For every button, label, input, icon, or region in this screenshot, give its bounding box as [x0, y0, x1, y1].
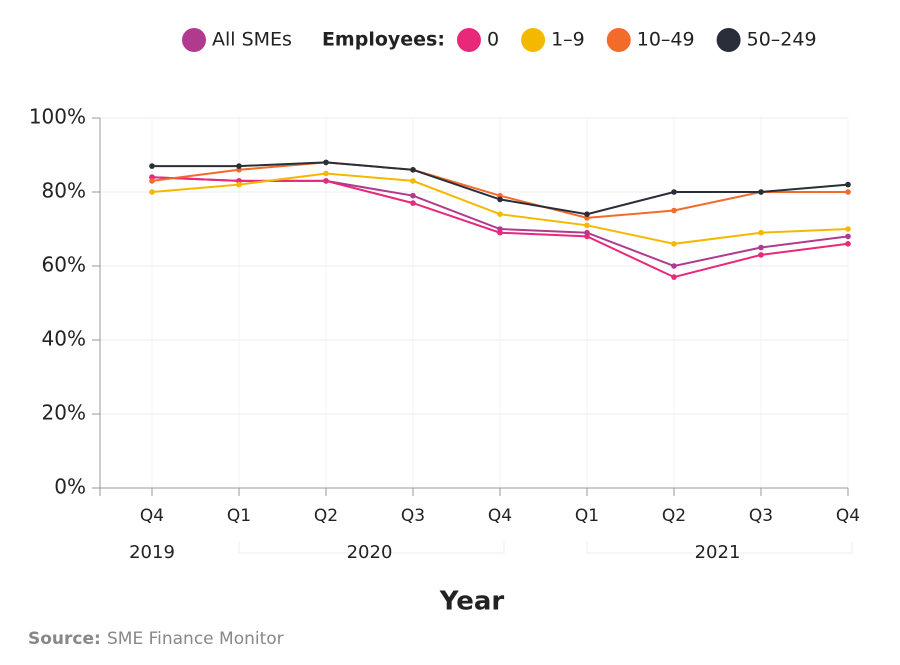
x-group-label: 2020 [347, 542, 393, 563]
source: SME Finance Monitor [107, 629, 284, 649]
point [758, 229, 764, 236]
point [584, 222, 590, 229]
point [410, 192, 416, 199]
point [584, 233, 590, 240]
point [845, 226, 851, 232]
point [323, 170, 329, 177]
legend-label: 10–49 [637, 29, 695, 51]
x-tick-label: Q3 [749, 506, 773, 526]
x-tick-label: Q4 [836, 506, 860, 526]
point [758, 244, 764, 251]
point [758, 189, 764, 195]
point [236, 163, 242, 169]
point [410, 167, 416, 173]
legend-label: All SMEs [212, 29, 292, 51]
point [497, 196, 503, 203]
x-tick-label: Q1 [575, 506, 599, 526]
point [845, 189, 851, 195]
source-label: Source: [28, 629, 101, 649]
point [323, 159, 329, 166]
legend-title: Employees: [322, 29, 445, 51]
legend-swatch [456, 28, 481, 52]
point [584, 211, 590, 217]
x-tick-label: Q1 [227, 506, 251, 526]
x-tick-label: Q3 [401, 506, 425, 526]
legend-swatch [606, 28, 631, 52]
point [845, 233, 851, 240]
x-tick-label: Q2 [314, 506, 338, 526]
x-axis-title: Year [439, 587, 505, 617]
y-tick-label: 60% [42, 253, 86, 277]
legend-label: 0 [487, 29, 499, 51]
point [149, 163, 155, 169]
point [671, 189, 677, 195]
legend-swatch [182, 28, 206, 52]
group-bracket [238, 541, 505, 554]
y-tick-label: 20% [42, 401, 86, 425]
x-tick-label: Q4 [488, 506, 512, 526]
x-tick-label: Q4 [140, 506, 164, 526]
point [410, 178, 416, 184]
point [671, 241, 677, 247]
legend-swatch [521, 28, 546, 52]
point [758, 252, 764, 258]
x-tick-label: Q2 [662, 506, 686, 526]
x-group-label: 2021 [695, 542, 741, 563]
point [323, 178, 329, 184]
y-tick-label: 80% [42, 179, 86, 203]
y-tick-label: 100% [29, 105, 86, 129]
point [410, 200, 416, 206]
point [845, 241, 851, 247]
point [149, 189, 155, 195]
point [671, 207, 677, 214]
legend-swatch [716, 28, 741, 52]
legend-label: 50–249 [747, 29, 817, 51]
legend-label: 1–9 [551, 29, 585, 51]
x-group-label: 2019 [129, 542, 175, 563]
point [671, 274, 677, 280]
point [497, 229, 503, 236]
point [671, 263, 677, 269]
group-bracket [586, 541, 853, 554]
point [236, 181, 242, 188]
point [497, 211, 503, 217]
y-tick-label: 0% [54, 475, 86, 499]
y-tick-label: 40% [42, 327, 86, 351]
point [845, 181, 851, 188]
point [149, 178, 155, 184]
